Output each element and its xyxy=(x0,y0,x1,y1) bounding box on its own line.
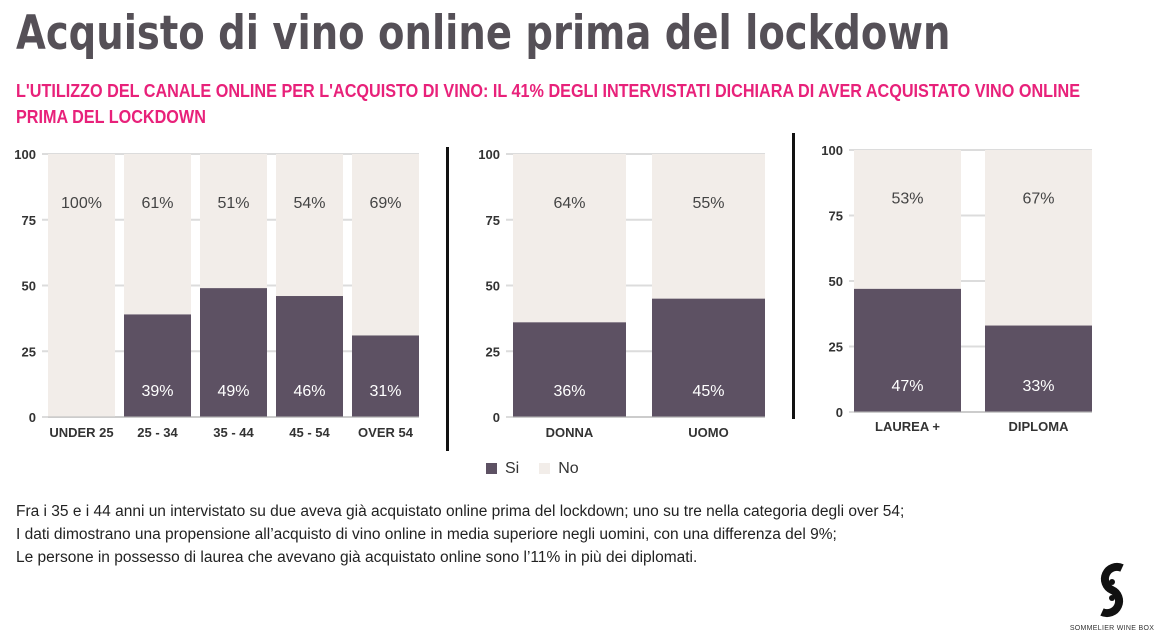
y-tick-label: 25 xyxy=(486,344,500,359)
bar-si xyxy=(276,296,343,417)
y-tick-label: 0 xyxy=(836,405,843,420)
category-label: UNDER 25 xyxy=(49,425,113,440)
data-label-no: 64% xyxy=(553,195,585,212)
note-line: Fra i 35 e i 44 anni un intervistato su … xyxy=(16,503,905,520)
category-label: UOMO xyxy=(688,425,728,440)
y-tick-label: 25 xyxy=(829,340,843,355)
category-label: 35 - 44 xyxy=(213,425,254,440)
note-line: I dati dimostrano una propensione all’ac… xyxy=(16,526,837,543)
data-label-no: 54% xyxy=(293,195,325,212)
bar-si xyxy=(652,298,765,417)
bar-no xyxy=(985,150,1092,326)
bar-no xyxy=(352,154,419,336)
note-line: Le persone in possesso di laurea che ave… xyxy=(16,549,698,566)
page-subtitle: L'UTILIZZO DEL CANALE ONLINE PER L'ACQUI… xyxy=(16,81,1081,127)
category-label: OVER 54 xyxy=(358,425,414,440)
y-tick-label: 50 xyxy=(486,279,500,294)
bar-no xyxy=(124,154,191,315)
data-label-no: 61% xyxy=(141,195,173,212)
separator-2 xyxy=(792,133,795,419)
y-tick-label: 75 xyxy=(22,213,36,228)
bar-si xyxy=(854,288,961,412)
data-label-si: 46% xyxy=(293,383,325,400)
y-tick-label: 75 xyxy=(486,213,500,228)
bar-no xyxy=(652,154,765,299)
data-label-no: 55% xyxy=(692,195,724,212)
bar-si xyxy=(985,325,1092,412)
logo-text: SOMMELIER WINE BOX xyxy=(1069,625,1155,632)
category-label: 25 - 34 xyxy=(137,425,178,440)
y-tick-label: 100 xyxy=(478,147,500,162)
category-label: DONNA xyxy=(546,425,594,440)
y-tick-label: 25 xyxy=(22,344,36,359)
logo: SOMMELIER WINE BOX xyxy=(1062,560,1162,632)
bar-no xyxy=(48,154,115,417)
page-title: Acquisto di vino online prima del lockdo… xyxy=(16,6,951,61)
data-label-si: 36% xyxy=(553,383,585,400)
legend-no: No xyxy=(539,460,579,478)
data-label-si: 39% xyxy=(141,383,173,400)
data-label-si: 33% xyxy=(1022,378,1054,395)
logo-icon xyxy=(1100,562,1124,618)
bar-no xyxy=(854,150,961,289)
bar-si xyxy=(200,288,267,417)
y-tick-label: 75 xyxy=(829,209,843,224)
y-tick-label: 0 xyxy=(29,410,36,425)
data-label-no: 100% xyxy=(61,195,102,212)
y-tick-label: 50 xyxy=(22,279,36,294)
bar-si xyxy=(513,322,626,417)
notes: Fra i 35 e i 44 anni un intervistato su … xyxy=(16,500,1056,569)
legend: Si No xyxy=(486,460,579,478)
separator-1 xyxy=(446,147,449,451)
y-tick-label: 0 xyxy=(493,410,500,425)
legend-swatch-si xyxy=(486,463,497,475)
data-label-no: 67% xyxy=(1022,191,1054,208)
data-label-si: 31% xyxy=(369,383,401,400)
bar-no xyxy=(513,154,626,323)
data-label-no: 69% xyxy=(369,195,401,212)
bar-si xyxy=(124,314,191,417)
bar-si xyxy=(352,335,419,417)
data-label-si: 47% xyxy=(891,378,923,395)
data-label-si: 49% xyxy=(217,383,249,400)
bar-no xyxy=(276,154,343,297)
bar-no xyxy=(200,154,267,289)
y-tick-label: 100 xyxy=(14,147,36,162)
data-label-no: 53% xyxy=(891,191,923,208)
y-tick-label: 100 xyxy=(821,143,843,158)
category-label: DIPLOMA xyxy=(1009,419,1070,434)
legend-si: Si xyxy=(486,460,519,478)
y-tick-label: 50 xyxy=(829,274,843,289)
data-label-si: 45% xyxy=(692,383,724,400)
category-label: 45 - 54 xyxy=(289,425,330,440)
legend-swatch-no xyxy=(539,463,551,475)
data-label-no: 51% xyxy=(217,195,249,212)
category-label: LAUREA + xyxy=(875,419,940,434)
